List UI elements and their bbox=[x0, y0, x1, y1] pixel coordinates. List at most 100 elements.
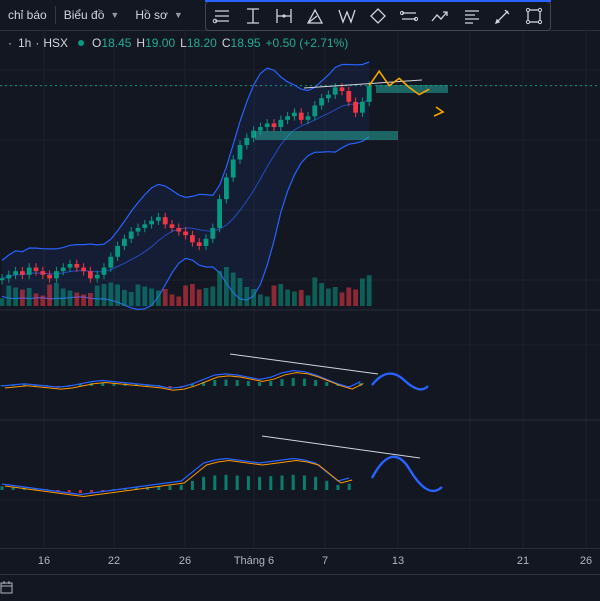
candle-body bbox=[312, 105, 318, 117]
volume-bar bbox=[20, 289, 25, 306]
histogram-bar bbox=[258, 382, 262, 386]
histogram-bar bbox=[168, 386, 172, 388]
horizontal-line-icon[interactable] bbox=[242, 5, 264, 27]
profile-label: Hồ sơ bbox=[135, 8, 168, 22]
candle-body bbox=[203, 238, 209, 246]
date-range-icon[interactable] bbox=[0, 580, 14, 599]
symbol-legend[interactable]: · 1h · HSX O 18.45 H 19.00 L 18.20 C 18.95 +… bbox=[8, 36, 349, 50]
candle-body bbox=[142, 224, 148, 228]
indicators-label: chỉ báo bbox=[8, 8, 47, 22]
volume-bar bbox=[149, 288, 154, 306]
volume-bar bbox=[122, 290, 127, 306]
rectangle-icon[interactable] bbox=[523, 5, 545, 27]
volume-bar bbox=[264, 296, 270, 306]
histogram-bar bbox=[347, 483, 351, 490]
candle-body bbox=[230, 159, 236, 178]
candle-body bbox=[128, 231, 134, 239]
candle-body bbox=[224, 177, 229, 200]
candle-body bbox=[305, 116, 311, 120]
open-label: O bbox=[92, 36, 102, 50]
candle-body bbox=[258, 127, 263, 131]
pitchfork-icon[interactable] bbox=[273, 5, 295, 27]
bottom-toolbar bbox=[0, 574, 600, 601]
volume-bar bbox=[33, 293, 39, 306]
candle-body bbox=[74, 263, 80, 268]
volume-bar bbox=[366, 275, 372, 306]
open-value: 18.45 bbox=[101, 36, 132, 50]
volume-bar bbox=[74, 292, 80, 306]
ellipse-icon[interactable] bbox=[367, 5, 389, 27]
volume-bar bbox=[258, 294, 263, 306]
volume-bar bbox=[47, 284, 52, 306]
volume-bar bbox=[339, 292, 345, 306]
histogram-bar bbox=[202, 382, 206, 386]
histogram-bar bbox=[325, 382, 329, 386]
volume-bar bbox=[176, 296, 182, 306]
candle-body bbox=[156, 217, 161, 221]
forecast-arrow-icon[interactable] bbox=[429, 5, 451, 27]
histogram-bar bbox=[101, 382, 105, 386]
candle-body bbox=[33, 267, 39, 272]
candle-body bbox=[292, 112, 297, 117]
bb-fill bbox=[2, 62, 370, 310]
volume-bar bbox=[142, 286, 148, 306]
x-tick: 13 bbox=[391, 555, 405, 567]
candle-body bbox=[176, 227, 182, 232]
volume-bar bbox=[13, 287, 18, 306]
signal-line bbox=[4, 459, 353, 498]
volume-bar bbox=[271, 285, 277, 306]
volume-bar bbox=[128, 292, 134, 306]
time-axis[interactable]: 16 22 26 Tháng 6 7 13 21 26 bbox=[0, 548, 600, 575]
candle-body bbox=[264, 123, 270, 128]
brush-icon[interactable] bbox=[492, 5, 514, 27]
histogram-bar bbox=[246, 381, 250, 386]
histogram-bar bbox=[67, 490, 71, 493]
histogram-bar bbox=[280, 475, 284, 490]
volume-bar bbox=[135, 284, 141, 306]
candle-body bbox=[54, 271, 59, 279]
chart-grid bbox=[0, 30, 600, 548]
fib-retracement-icon[interactable] bbox=[304, 5, 326, 27]
candle-body bbox=[332, 87, 338, 95]
chart-type-menu[interactable]: Biểu đồ ▼ bbox=[56, 0, 128, 30]
forecast-arrowhead bbox=[433, 106, 445, 117]
low-label: L bbox=[180, 36, 187, 50]
histogram-bar bbox=[168, 485, 172, 490]
indicators-menu[interactable]: chỉ báo bbox=[0, 0, 55, 30]
candle-body bbox=[40, 271, 46, 275]
trend-line-icon[interactable] bbox=[211, 5, 233, 27]
oscillator-panel-1 bbox=[0, 353, 429, 391]
candle-body bbox=[162, 217, 168, 225]
candle-body bbox=[81, 267, 86, 272]
volume-bar bbox=[169, 294, 175, 306]
profile-menu[interactable]: Hồ sơ ▼ bbox=[127, 0, 190, 30]
candle-body bbox=[47, 274, 52, 279]
oscillator-panel-2 bbox=[0, 435, 443, 498]
volume-bar bbox=[217, 271, 222, 306]
histogram-bar bbox=[157, 486, 161, 490]
volume-bar bbox=[230, 272, 236, 306]
volume-bar bbox=[244, 287, 250, 306]
price-forecast-path bbox=[368, 69, 445, 117]
histogram-bar bbox=[146, 486, 150, 490]
xabcd-pattern-icon[interactable] bbox=[336, 5, 358, 27]
long-position-icon[interactable] bbox=[461, 5, 483, 27]
volume-bar bbox=[312, 277, 318, 306]
oscillator-trendline bbox=[261, 435, 421, 459]
volume-bar bbox=[224, 267, 229, 306]
volume-bar bbox=[332, 287, 338, 306]
histogram-bar bbox=[101, 490, 105, 492]
signal-line bbox=[4, 372, 364, 391]
histogram-bar bbox=[22, 384, 26, 386]
candle-body bbox=[115, 245, 120, 257]
candle-body bbox=[6, 274, 12, 279]
volume-bar bbox=[305, 295, 311, 306]
histogram-bar bbox=[269, 381, 273, 386]
histogram-bar bbox=[224, 474, 228, 490]
path-icon[interactable] bbox=[398, 5, 420, 27]
volume-bar bbox=[346, 287, 352, 306]
volume-bar bbox=[101, 284, 107, 306]
candle-body bbox=[26, 267, 32, 275]
close-label: C bbox=[221, 36, 231, 50]
